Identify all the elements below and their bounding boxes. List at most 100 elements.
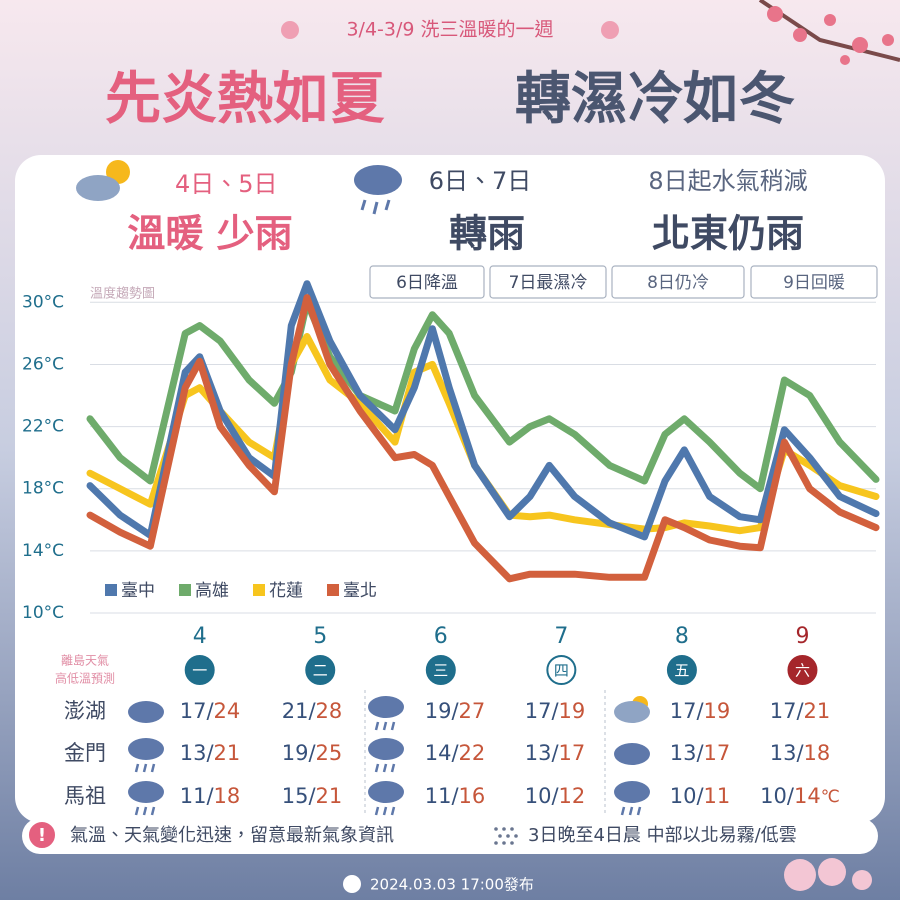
raindrop [142, 806, 148, 816]
raindrop [382, 763, 388, 773]
temp-part: 10 [760, 784, 787, 808]
cloud [614, 701, 650, 723]
temp-part: 16 [459, 784, 486, 808]
legend-swatch [105, 584, 117, 596]
period-summary: 北東仍雨 [652, 212, 804, 256]
temp-part: / [451, 741, 459, 765]
legend-label: 花蓮 [269, 581, 303, 601]
raindrop [636, 806, 642, 816]
temp-part: 11 [180, 784, 207, 808]
temp-part: 14 [425, 741, 452, 765]
headline-cold: 轉濕冷如冬 [515, 67, 795, 132]
temp-part: / [206, 784, 214, 808]
temp-part: / [551, 699, 559, 723]
temp-range: 19/25 [282, 741, 343, 765]
temp-range: 13/18 [770, 741, 831, 765]
series-line [86, 298, 880, 493]
temp-part: / [308, 741, 316, 765]
weather-icon [614, 696, 650, 723]
cloud [368, 781, 404, 803]
legend-swatch [179, 584, 191, 596]
temp-part: 11 [704, 784, 731, 808]
temp-range: 11/18 [180, 784, 241, 808]
temp-range: 13/17 [670, 741, 731, 765]
tag: 6日降溫 [396, 273, 458, 293]
temp-range: 10/11 [670, 784, 731, 808]
temp-part: / [308, 784, 316, 808]
raindrop [620, 806, 626, 816]
island-name: 金門 [64, 741, 106, 765]
tag-box [489, 265, 607, 299]
temp-part: 10 [670, 784, 697, 808]
raindrop [374, 721, 380, 731]
tag: 7日最濕冷 [509, 273, 588, 293]
weather-icon [128, 738, 164, 773]
temp-part: 27 [459, 699, 486, 723]
raindrop [390, 721, 396, 731]
temp-part: 25 [316, 741, 343, 765]
weekday-badge [666, 655, 697, 685]
headline-hot: 先炎熱如夏 [105, 67, 385, 132]
temp-part: 21 [282, 699, 309, 723]
temp-part: 19 [282, 741, 309, 765]
raindrop [390, 806, 396, 816]
temp-part: / [787, 784, 795, 808]
legend-label: 臺北 [343, 581, 377, 601]
temp-range: 14/22 [425, 741, 486, 765]
x-tick-label: 7 [554, 624, 568, 649]
temp-part: 19 [704, 699, 731, 723]
alert-icon [27, 820, 57, 850]
temp-range: 13/17 [525, 741, 586, 765]
temp-part: 13 [670, 741, 697, 765]
temp-part: / [451, 784, 459, 808]
temp-range: 19/27 [425, 699, 486, 723]
raindrop [382, 806, 388, 816]
period-summary: 轉雨 [449, 212, 525, 256]
temp-range: 10/12 [525, 784, 586, 808]
raindrop [134, 763, 140, 773]
temp-range: 17/19 [670, 699, 731, 723]
weather-icon [368, 738, 404, 773]
cloud [128, 738, 164, 760]
y-tick-label: 14°C [22, 541, 64, 561]
tag-box [611, 265, 745, 299]
temp-range: 21/28 [282, 699, 343, 723]
weekday-badge [425, 655, 456, 685]
weekday-label: 四 [554, 662, 569, 680]
weather-icon [76, 160, 402, 215]
weather-icon [368, 696, 404, 731]
temp-part: / [206, 699, 214, 723]
temp-range: 17/24 [180, 699, 241, 723]
temp-part: 10 [525, 784, 552, 808]
island-subtitle: 高低溫預測 [55, 671, 115, 686]
weather-icon [368, 781, 404, 816]
weekday-badge [184, 655, 215, 685]
flower [281, 21, 619, 39]
weekday-badge [787, 655, 818, 685]
temp-range: 15/21 [282, 784, 343, 808]
tag-box [369, 265, 485, 299]
weekday-label: 三 [433, 662, 448, 680]
temp-part: 21 [214, 741, 241, 765]
period-summary: 溫暖 少雨 [127, 212, 292, 256]
temp-part: 13 [180, 741, 207, 765]
chart-subtitle: 溫度趨勢圖 [90, 286, 155, 302]
temp-part: 19 [425, 699, 452, 723]
temp-part: 18 [804, 741, 831, 765]
decor-trees [784, 858, 872, 891]
series-line [86, 294, 880, 583]
period-dates: 4日、5日 [175, 170, 278, 198]
island-name: 馬祖 [64, 784, 106, 808]
temp-part: / [551, 741, 559, 765]
temp-part: / [308, 699, 316, 723]
legend-label: 臺中 [121, 581, 155, 601]
logo [343, 875, 361, 893]
y-tick-label: 18°C [22, 479, 64, 499]
weekday-badge [546, 655, 577, 685]
y-tick-label: 22°C [22, 417, 64, 437]
notice-bar [22, 818, 878, 854]
temp-part: 12 [559, 784, 586, 808]
temp-range: 17/19 [525, 699, 586, 723]
raindrop [150, 806, 156, 816]
